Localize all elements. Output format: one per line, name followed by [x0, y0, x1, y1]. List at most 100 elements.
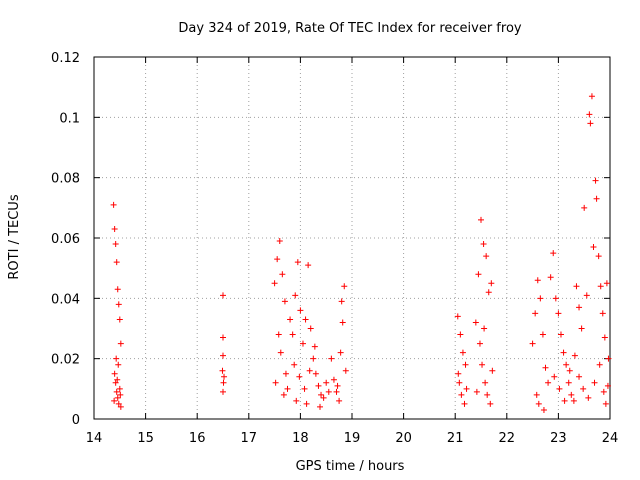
data-point-plus	[336, 397, 343, 404]
data-point-plus	[289, 331, 296, 338]
x-tick-label: 24	[602, 431, 619, 446]
data-point-plus	[317, 403, 324, 410]
data-point-plus	[114, 394, 121, 401]
data-point-plus	[557, 331, 564, 338]
data-point-plus	[565, 379, 572, 386]
data-point-plus	[587, 120, 594, 127]
data-point-plus	[220, 379, 227, 386]
data-point-plus	[534, 277, 541, 284]
data-point-plus	[333, 388, 340, 395]
data-point-plus	[220, 352, 226, 359]
data-point-plus	[219, 367, 226, 374]
y-axis-label: ROTI / TECUs	[7, 194, 22, 279]
data-point-plus	[591, 379, 598, 386]
x-axis-label: GPS time / hours	[296, 459, 405, 474]
data-point-plus	[307, 325, 314, 332]
data-point-plus	[590, 244, 597, 251]
data-point-plus	[473, 388, 480, 395]
x-tick-label: 16	[189, 431, 206, 446]
data-point-plus	[117, 391, 124, 398]
data-point-plus	[482, 379, 489, 386]
data-point-plus	[537, 295, 544, 302]
data-point-plus	[599, 310, 606, 317]
data-point-plus	[279, 271, 286, 278]
data-point-plus	[463, 385, 470, 392]
data-point-plus	[603, 280, 610, 287]
data-point-plus	[291, 361, 298, 368]
data-point-plus	[280, 391, 287, 398]
data-point-plus	[220, 334, 226, 341]
data-point-plus	[338, 298, 345, 305]
data-point-plus	[312, 370, 319, 377]
data-point-plus	[458, 391, 465, 398]
data-point-plus	[274, 256, 281, 263]
data-point-plus	[115, 301, 122, 308]
x-tick-label: 20	[395, 431, 412, 446]
data-point-plus	[112, 241, 119, 248]
data-point-plus	[337, 349, 344, 356]
data-point-plus	[457, 331, 464, 338]
y-tick-label: 0.1	[59, 111, 80, 126]
data-point-plus	[325, 388, 332, 395]
data-point-plus	[551, 373, 558, 380]
data-point-plus	[454, 313, 461, 320]
data-point-plus	[542, 364, 549, 371]
data-point-plus	[277, 349, 284, 356]
data-point-plus	[485, 289, 492, 296]
data-point-plus	[302, 316, 309, 323]
data-point-plus	[311, 343, 318, 350]
data-point-plus	[456, 379, 463, 386]
data-point-plus	[585, 394, 592, 401]
data-point-plus	[576, 304, 583, 311]
data-point-plus	[284, 385, 291, 392]
data-point-plus	[113, 388, 120, 395]
data-point-plus	[293, 397, 300, 404]
data-point-plus	[552, 295, 559, 302]
data-point-plus	[483, 253, 490, 260]
data-point-plus	[111, 225, 118, 232]
x-tick-label: 21	[447, 431, 464, 446]
data-point-plus	[547, 274, 554, 281]
data-point-plus	[305, 262, 312, 269]
data-point-plus	[113, 355, 120, 362]
data-point-plus	[114, 376, 121, 383]
axis-ticks	[93, 56, 611, 420]
x-tick-label: 18	[292, 431, 309, 446]
data-point-plus	[271, 280, 278, 287]
data-point-plus	[117, 403, 124, 410]
data-point-plus	[310, 355, 317, 362]
y-tick-label: 0.02	[51, 353, 80, 368]
data-point-plus	[560, 349, 567, 356]
y-tick-label: 0.12	[51, 51, 80, 66]
data-point-plus	[301, 385, 308, 392]
data-point-plus	[586, 111, 593, 118]
data-point-plus	[580, 385, 587, 392]
data-point-plus	[550, 250, 557, 257]
data-point-plus	[220, 292, 226, 299]
data-point-plus	[475, 271, 482, 278]
data-point-plus	[576, 373, 583, 380]
data-point-plus	[593, 195, 600, 202]
data-point-plus	[342, 367, 349, 374]
data-point-plus	[540, 406, 547, 413]
y-tick-label: 0	[72, 413, 80, 428]
data-point-plus	[272, 379, 279, 386]
data-point-plus	[478, 216, 484, 223]
data-point-plus	[581, 204, 588, 211]
data-point-plus	[533, 391, 540, 398]
data-point-plus	[529, 340, 536, 347]
data-point-plus	[563, 361, 570, 368]
data-point-plus	[220, 388, 226, 395]
x-tick-label: 15	[137, 431, 154, 446]
data-point-plus	[455, 370, 462, 377]
data-point-plus	[568, 391, 575, 398]
data-point-plus	[545, 379, 552, 386]
data-point-plus	[555, 310, 562, 317]
x-tick-label: 17	[241, 431, 258, 446]
data-point-plus	[583, 292, 590, 299]
chart-title: Day 324 of 2019, Rate Of TEC Index for r…	[178, 21, 522, 36]
data-point-plus	[476, 340, 483, 347]
data-point-plus	[318, 391, 325, 398]
